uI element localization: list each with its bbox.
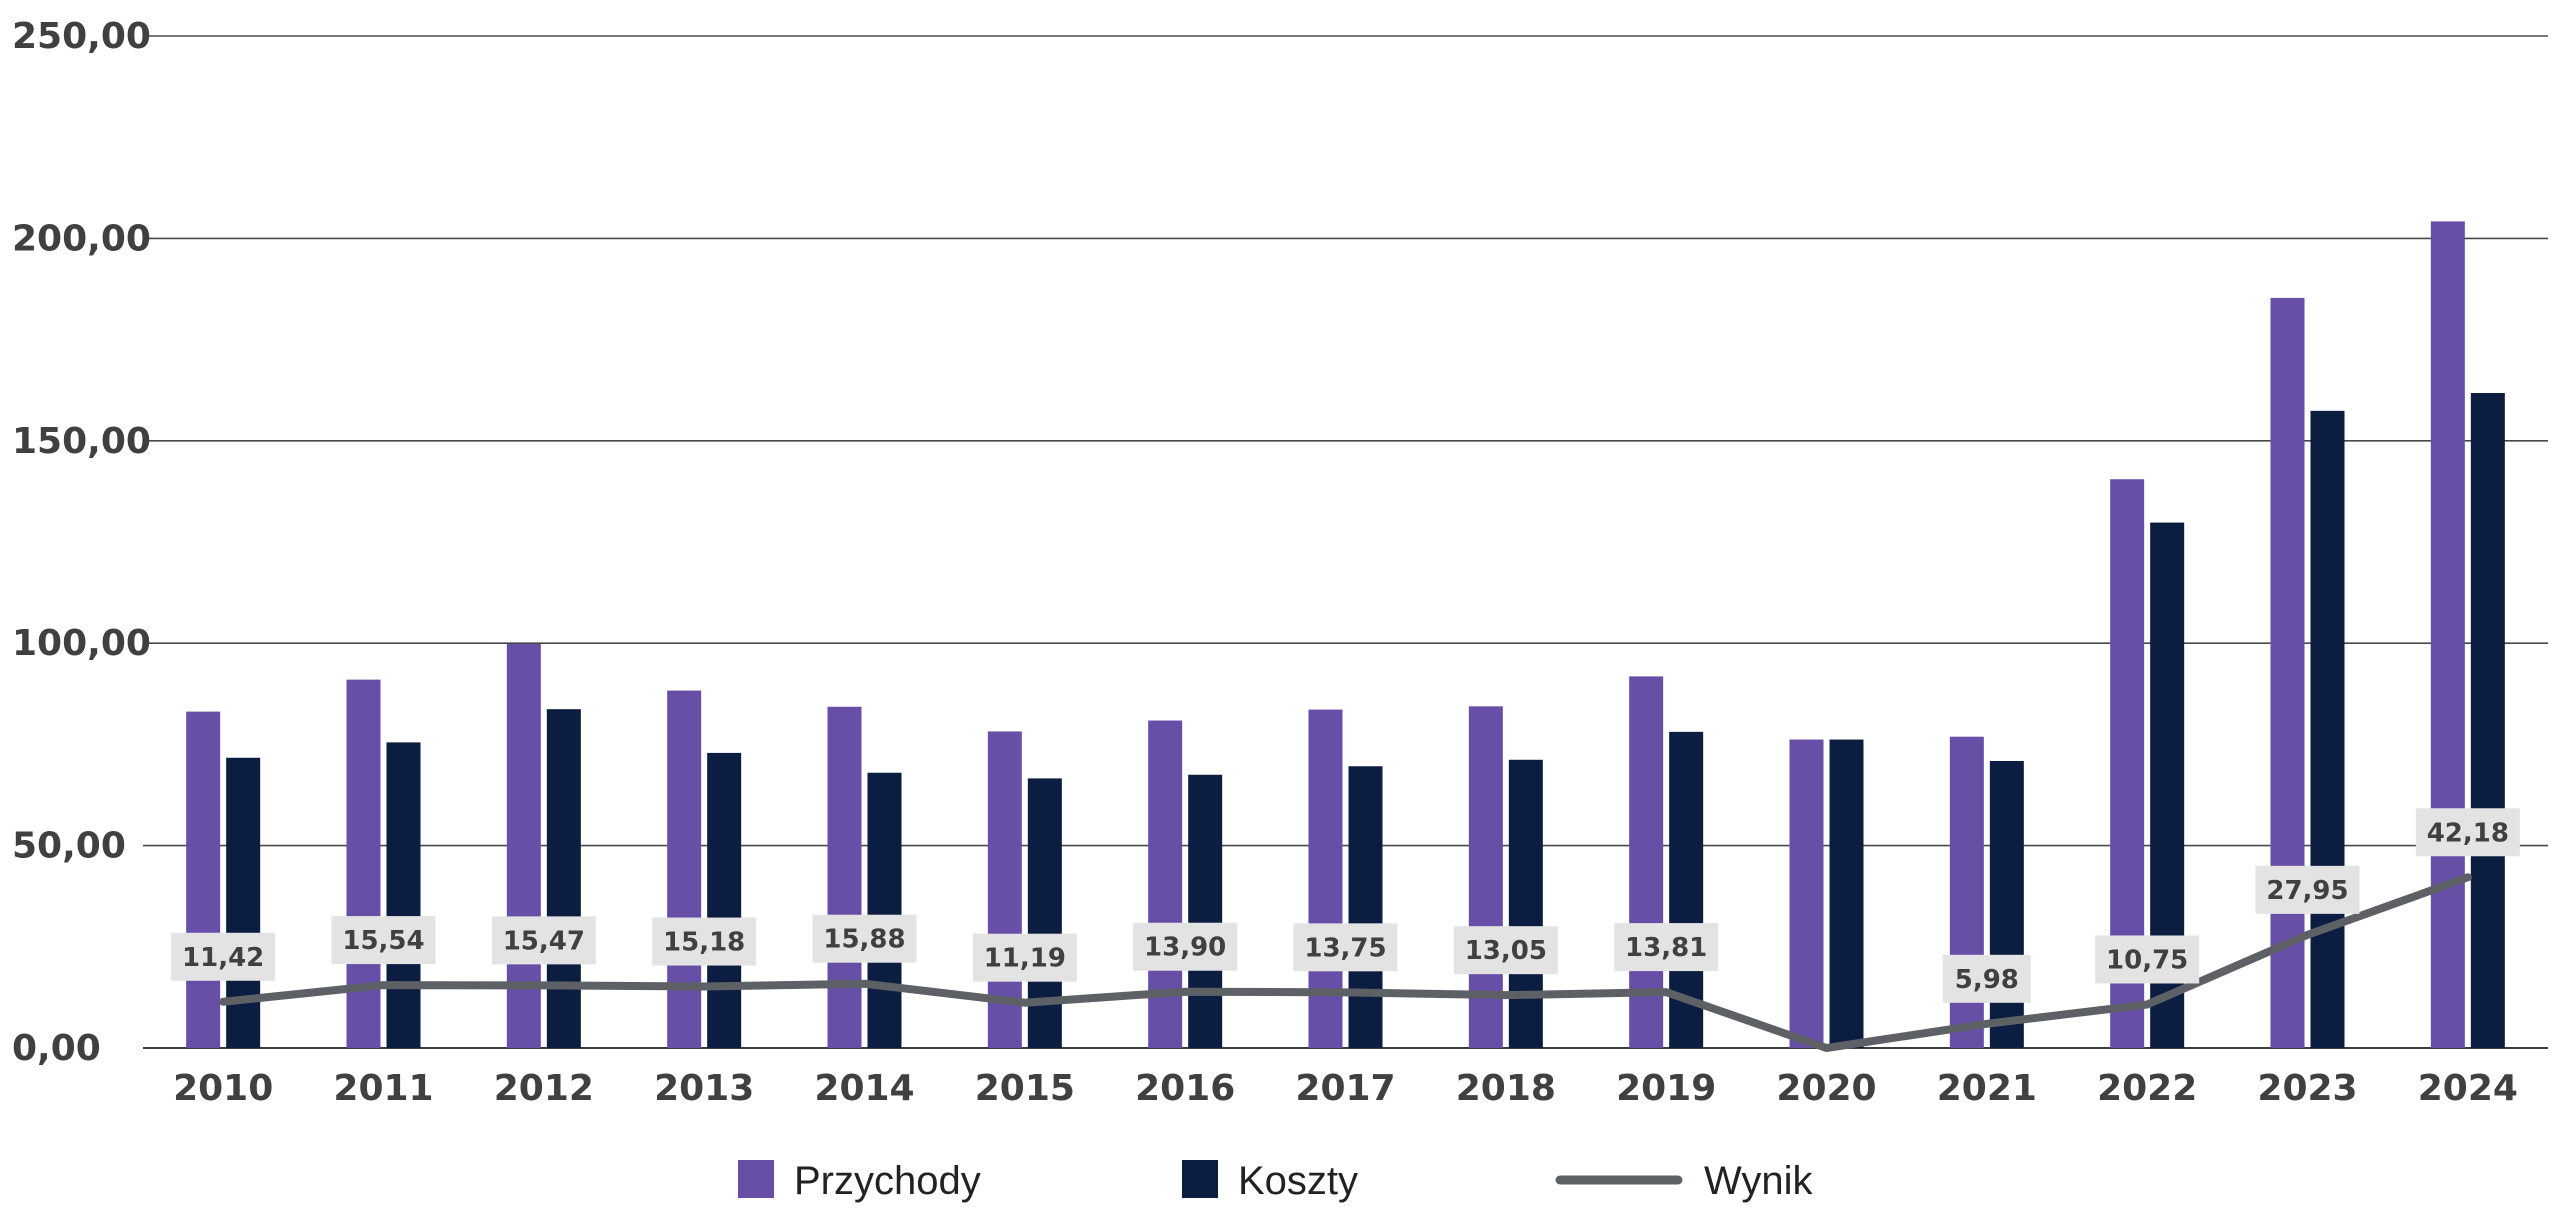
data-label-box [491,916,596,965]
data-label: 13,75 [1304,933,1386,963]
bar-koszty [386,742,421,1048]
x-tick-label: 2017 [1295,1068,1395,1109]
x-tick-label: 2011 [333,1068,433,1109]
bar-koszty [1829,739,1864,1048]
legend: Przychody Koszty Wynik [738,1159,1814,1203]
data-label-box [812,914,917,963]
bar-koszty [707,752,742,1048]
data-label-box [1942,954,2031,1003]
legend-label-wynik: Wynik [1704,1159,1814,1203]
data-label: 10,75 [2106,945,2188,975]
data-label: 15,88 [823,925,905,955]
data-label: 13,90 [1144,933,1226,963]
bar-przychody [1148,720,1183,1048]
x-tick-label: 2024 [2418,1068,2518,1109]
data-label: 27,95 [2266,876,2348,906]
bar-przychody [2270,297,2305,1048]
x-tick-label: 2014 [814,1068,914,1109]
data-label: 42,18 [2427,818,2509,848]
data-label: 15,54 [342,926,424,956]
data-label-box [2255,865,2360,914]
data-label-box [1133,922,1238,971]
bar-przychody [186,711,221,1048]
x-tick-label: 2023 [2257,1068,2357,1109]
bar-koszty [2470,393,2505,1049]
bar-series [186,221,2505,1049]
bar-koszty [1027,778,1062,1048]
x-tick-label: 2021 [1937,1068,2037,1109]
x-tick-label: 2019 [1616,1068,1716,1109]
y-tick-label: 100,00 [12,623,151,664]
gridlines [143,35,2548,1049]
x-tick-label: 2020 [1776,1068,1876,1109]
bar-przychody [1789,739,1824,1048]
data-label: 13,81 [1625,933,1707,963]
x-tick-label: 2015 [975,1068,1075,1109]
x-axis: 2010 2011 2012 2013 2014 2015 2016 2017 2018 2019… [173,1068,2518,1109]
bar-koszty [867,772,902,1048]
bar-przychody [346,679,381,1048]
bar-koszty [546,709,581,1048]
y-tick-label: 150,00 [12,421,151,462]
data-label: 15,18 [663,928,745,958]
bar-koszty [1989,760,2024,1048]
data-label-box [171,932,276,981]
y-axis-tick-labels: 0,00 50,00 100,00 150,00 200,00 250,00 [12,16,151,1069]
data-labels: 11,42 15,54 15,47 15,18 15,88 11,19 13,90 13,75… [171,808,2520,1003]
legend-label-przychody: Przychody [794,1159,981,1203]
bar-koszty [1348,766,1383,1048]
bar-przychody [1629,676,1664,1048]
x-tick-label: 2018 [1456,1068,1556,1109]
data-label: 11,42 [182,943,264,973]
data-label-box [972,933,1077,982]
legend-label-koszty: Koszty [1238,1159,1358,1203]
bar-przychody [827,706,862,1048]
data-label-box [2415,808,2520,857]
y-tick-label: 0,00 [12,1028,101,1069]
data-label-box [1614,923,1719,972]
y-tick-label: 250,00 [12,16,151,57]
data-label: 11,19 [984,944,1066,974]
x-tick-label: 2012 [494,1068,594,1109]
data-label-box [331,916,436,965]
data-label-box [1453,926,1558,975]
legend-swatch-koszty [1182,1160,1218,1198]
data-label: 15,47 [503,926,585,956]
data-label-box [1293,923,1398,972]
data-label-box [652,917,757,966]
data-label-box [2095,935,2200,984]
wynik-line-series [219,873,2472,1052]
bar-przychody [506,644,541,1048]
legend-swatch-przychody [738,1160,774,1198]
x-tick-label: 2013 [654,1068,754,1109]
bar-przychody [2430,221,2465,1048]
bar-przychody [667,690,702,1048]
y-tick-label: 50,00 [12,826,126,867]
bar-koszty [1188,774,1223,1048]
bar-przychody [1308,709,1343,1048]
bar-koszty [2310,410,2345,1048]
data-label: 13,05 [1465,936,1547,966]
data-label: 5,98 [1955,965,2019,995]
bar-koszty [1508,759,1543,1048]
x-tick-label: 2022 [2097,1068,2197,1109]
x-tick-label: 2010 [173,1068,273,1109]
x-tick-label: 2016 [1135,1068,1235,1109]
wynik-line [219,873,2472,1052]
y-tick-label: 200,00 [12,218,151,259]
